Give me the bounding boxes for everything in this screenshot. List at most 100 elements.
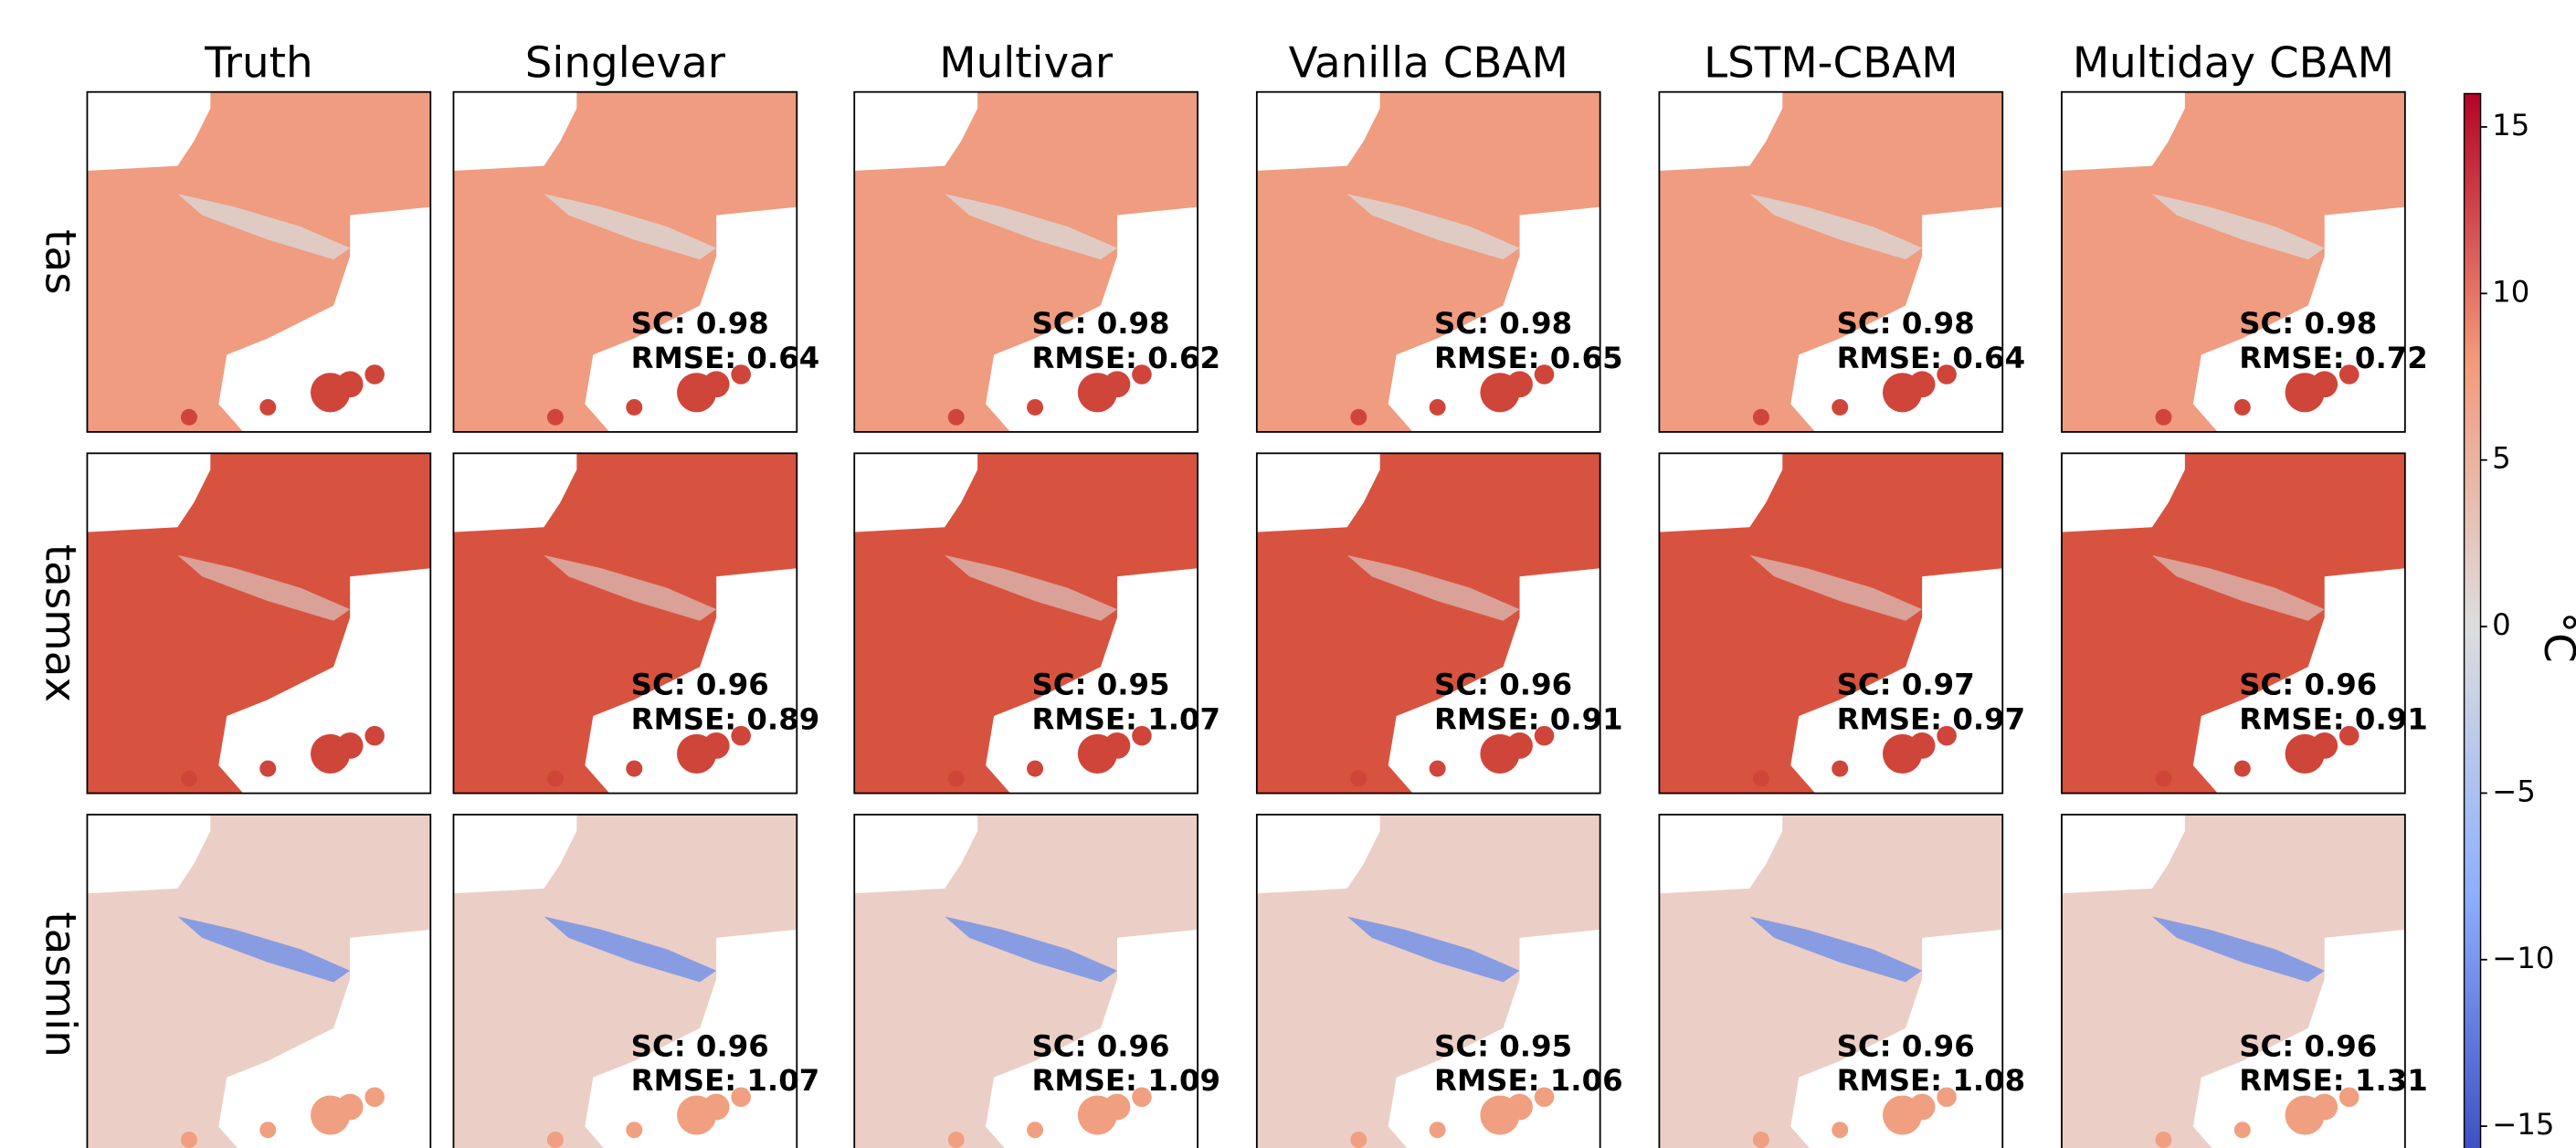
map-mountain — [2151, 194, 2325, 260]
map-mountain — [544, 194, 717, 260]
map-island — [1506, 1093, 1533, 1121]
map-island — [731, 1087, 751, 1108]
map-island — [1937, 725, 1957, 746]
column-title: Vanilla CBAM — [1289, 38, 1568, 88]
map-island — [336, 371, 364, 398]
map-panel — [86, 90, 432, 433]
map-island — [1506, 732, 1533, 759]
map-mountain — [1346, 916, 1520, 983]
metric-rmse: RMSE: 1.08 — [1837, 1063, 2026, 1098]
map-island — [2233, 760, 2251, 777]
map-island — [336, 1093, 364, 1121]
map-island — [1534, 1087, 1555, 1108]
colorbar-tick-label: 0 — [2492, 607, 2511, 642]
metric-sc: SC: 0.95 — [1031, 668, 1169, 702]
map-land — [453, 453, 797, 794]
metric-sc: SC: 0.96 — [631, 668, 769, 702]
map-frame — [1658, 90, 2004, 433]
map-panel — [2061, 452, 2406, 795]
map-island — [259, 398, 277, 416]
metric-rmse: RMSE: 1.31 — [2239, 1063, 2428, 1098]
map-island — [1937, 364, 1957, 384]
column-title: Multiday CBAM — [2073, 38, 2394, 88]
map-island — [731, 364, 751, 384]
metric-rmse: RMSE: 0.91 — [2239, 701, 2428, 736]
column-title: Multivar — [939, 38, 1114, 88]
map-island — [546, 1132, 564, 1148]
metric-sc: SC: 0.96 — [1837, 1028, 1975, 1063]
colorbar-tick-label: 15 — [2492, 108, 2529, 142]
map-island — [1429, 1122, 1446, 1139]
map-land — [1659, 814, 2003, 1148]
map-panel — [86, 452, 432, 795]
map-land — [2061, 91, 2405, 432]
metric-rmse: RMSE: 0.91 — [1434, 701, 1623, 736]
map-island — [1832, 398, 1849, 416]
map-island — [2233, 398, 2251, 416]
map-island — [702, 1093, 730, 1121]
map-mountain — [1346, 194, 1520, 260]
colorbar-label: °C — [2534, 612, 2576, 663]
map-land — [1256, 91, 1600, 432]
map-island — [1908, 371, 1936, 398]
map-island — [1103, 732, 1131, 759]
map-panel — [452, 452, 798, 795]
map-mountain — [544, 554, 717, 621]
map-island — [1752, 770, 1769, 787]
map-panel — [853, 90, 1198, 433]
map-land — [87, 453, 431, 794]
metric-sc: SC: 0.98 — [631, 306, 769, 341]
map-island — [1350, 1132, 1367, 1148]
map-island — [1132, 1087, 1152, 1108]
map-frame — [853, 90, 1198, 433]
column-title: Truth — [204, 38, 313, 88]
map-frame — [2061, 452, 2406, 795]
map-island — [2155, 1132, 2172, 1148]
map-land — [87, 91, 431, 432]
map-island — [2155, 408, 2172, 426]
map-island — [947, 770, 965, 787]
map-island — [259, 760, 277, 777]
map-island — [259, 1122, 277, 1139]
map-island — [364, 1087, 385, 1108]
metric-sc: SC: 0.97 — [1837, 668, 1975, 702]
map-frame — [86, 814, 432, 1148]
map-panel — [452, 814, 798, 1148]
map-island — [1429, 398, 1446, 416]
map-island — [1027, 760, 1044, 777]
metric-sc: SC: 0.96 — [631, 1028, 769, 1063]
map-land — [1256, 453, 1600, 794]
map-frame — [853, 452, 1198, 795]
map-island — [1132, 364, 1152, 384]
map-mountain — [945, 194, 1117, 260]
column-title: Singlevar — [525, 38, 726, 88]
metric-sc: SC: 0.96 — [1434, 668, 1572, 702]
colorbar-tick-label: −15 — [2492, 1107, 2554, 1142]
map-island — [1350, 770, 1367, 787]
map-land — [854, 814, 1198, 1148]
map-island — [2338, 725, 2360, 746]
map-land — [1256, 814, 1600, 1148]
map-panel — [853, 814, 1198, 1148]
map-mountain — [1749, 194, 1923, 260]
map-island — [1103, 371, 1131, 398]
map-frame — [1255, 452, 1601, 795]
colorbar-tick-label: 10 — [2492, 274, 2529, 309]
map-island — [1832, 760, 1849, 777]
map-panel — [1658, 452, 2004, 795]
map-panel — [86, 814, 432, 1148]
map-mountain — [1749, 554, 1923, 621]
map-island — [546, 408, 564, 426]
metric-rmse: RMSE: 0.65 — [1434, 341, 1623, 375]
map-island — [1832, 1122, 1849, 1139]
map-mountain — [544, 916, 717, 983]
map-island — [731, 725, 751, 746]
colorbar — [2463, 92, 2482, 1148]
map-island — [947, 1132, 965, 1148]
map-frame — [452, 452, 798, 795]
map-island — [180, 1132, 197, 1148]
metric-rmse: RMSE: 0.64 — [631, 341, 820, 375]
map-island — [1937, 1087, 1957, 1108]
map-island — [947, 408, 965, 426]
map-frame — [1658, 452, 2004, 795]
